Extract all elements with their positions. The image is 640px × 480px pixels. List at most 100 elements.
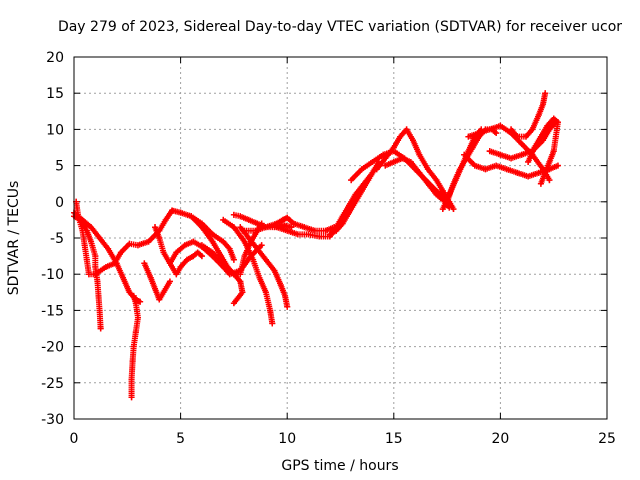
data-point <box>130 292 137 299</box>
data-point <box>518 140 525 147</box>
data-point <box>486 126 493 133</box>
data-series <box>71 90 561 401</box>
data-point <box>358 187 365 194</box>
data-point <box>514 169 521 176</box>
x-tick-label: 20 <box>491 431 509 447</box>
series-track-l <box>237 224 291 310</box>
marker-trail <box>382 155 453 211</box>
data-point <box>230 300 237 307</box>
data-point <box>152 285 159 292</box>
grid-lines <box>74 57 607 419</box>
data-point <box>241 227 248 234</box>
data-point <box>85 271 92 278</box>
data-point <box>284 303 291 310</box>
data-point <box>256 274 263 281</box>
data-point <box>471 162 478 169</box>
series-track-j <box>198 242 246 307</box>
data-point <box>117 249 124 256</box>
data-point <box>279 216 286 223</box>
data-point <box>369 158 376 165</box>
data-point <box>95 292 102 299</box>
data-point <box>459 162 466 169</box>
data-point <box>482 166 489 173</box>
data-point <box>254 220 261 227</box>
data-point <box>540 101 547 108</box>
data-point <box>546 177 553 184</box>
data-point <box>92 271 99 278</box>
data-point <box>365 177 372 184</box>
data-point <box>230 224 237 231</box>
data-point <box>508 126 515 133</box>
series-track-g <box>169 207 237 263</box>
data-point <box>525 158 532 165</box>
data-point <box>198 224 205 231</box>
data-point <box>452 177 459 184</box>
data-point <box>237 213 244 220</box>
data-point <box>252 227 259 234</box>
data-point <box>546 158 553 165</box>
data-point <box>198 253 205 260</box>
data-point <box>537 133 544 140</box>
data-point <box>262 256 269 263</box>
data-point <box>129 358 136 365</box>
data-point <box>446 204 453 211</box>
data-point <box>277 282 284 289</box>
data-point <box>134 242 141 249</box>
data-point <box>156 296 163 303</box>
data-point <box>130 343 137 350</box>
data-point <box>382 155 389 162</box>
data-point <box>301 224 308 231</box>
data-point <box>525 173 532 180</box>
y-tick-label: -30 <box>41 412 64 428</box>
series-track-f <box>152 224 205 278</box>
data-point <box>156 235 163 241</box>
data-point <box>209 231 216 238</box>
data-point <box>177 209 184 216</box>
y-tick-label: 15 <box>46 86 64 102</box>
data-point <box>424 180 431 187</box>
data-point <box>220 260 227 267</box>
data-point <box>188 213 195 220</box>
data-point <box>132 300 139 307</box>
data-point <box>433 177 440 184</box>
data-point <box>166 260 173 267</box>
data-point <box>358 166 365 173</box>
data-point <box>409 137 416 144</box>
data-point <box>403 126 410 133</box>
data-point <box>390 158 397 165</box>
data-point <box>316 233 323 240</box>
series-track-d <box>128 292 141 401</box>
data-point <box>284 214 291 221</box>
data-point <box>237 224 244 231</box>
data-point <box>254 245 261 252</box>
data-point <box>493 162 500 169</box>
data-point <box>183 256 190 263</box>
data-point <box>446 191 453 198</box>
data-point <box>273 224 280 231</box>
data-point <box>439 187 446 194</box>
data-point <box>416 151 423 158</box>
data-point <box>290 220 297 227</box>
y-tick-label: 0 <box>55 195 64 211</box>
y-tick-label: -15 <box>41 303 64 319</box>
data-point <box>166 278 173 285</box>
data-point <box>416 169 423 176</box>
y-axis-label: SDTVAR / TECUs <box>6 181 22 296</box>
data-point <box>339 220 346 227</box>
data-point <box>267 307 274 314</box>
data-point <box>241 238 248 245</box>
data-point <box>486 148 493 155</box>
data-point <box>373 166 380 173</box>
data-point <box>476 130 483 137</box>
data-point <box>241 253 248 260</box>
data-point <box>126 240 133 247</box>
data-point <box>322 227 329 234</box>
data-point <box>250 256 257 263</box>
data-point <box>271 267 278 274</box>
data-point <box>162 216 169 223</box>
data-point <box>209 249 216 256</box>
data-point <box>348 177 355 184</box>
x-tick-label: 15 <box>385 431 403 447</box>
data-point <box>262 289 269 296</box>
